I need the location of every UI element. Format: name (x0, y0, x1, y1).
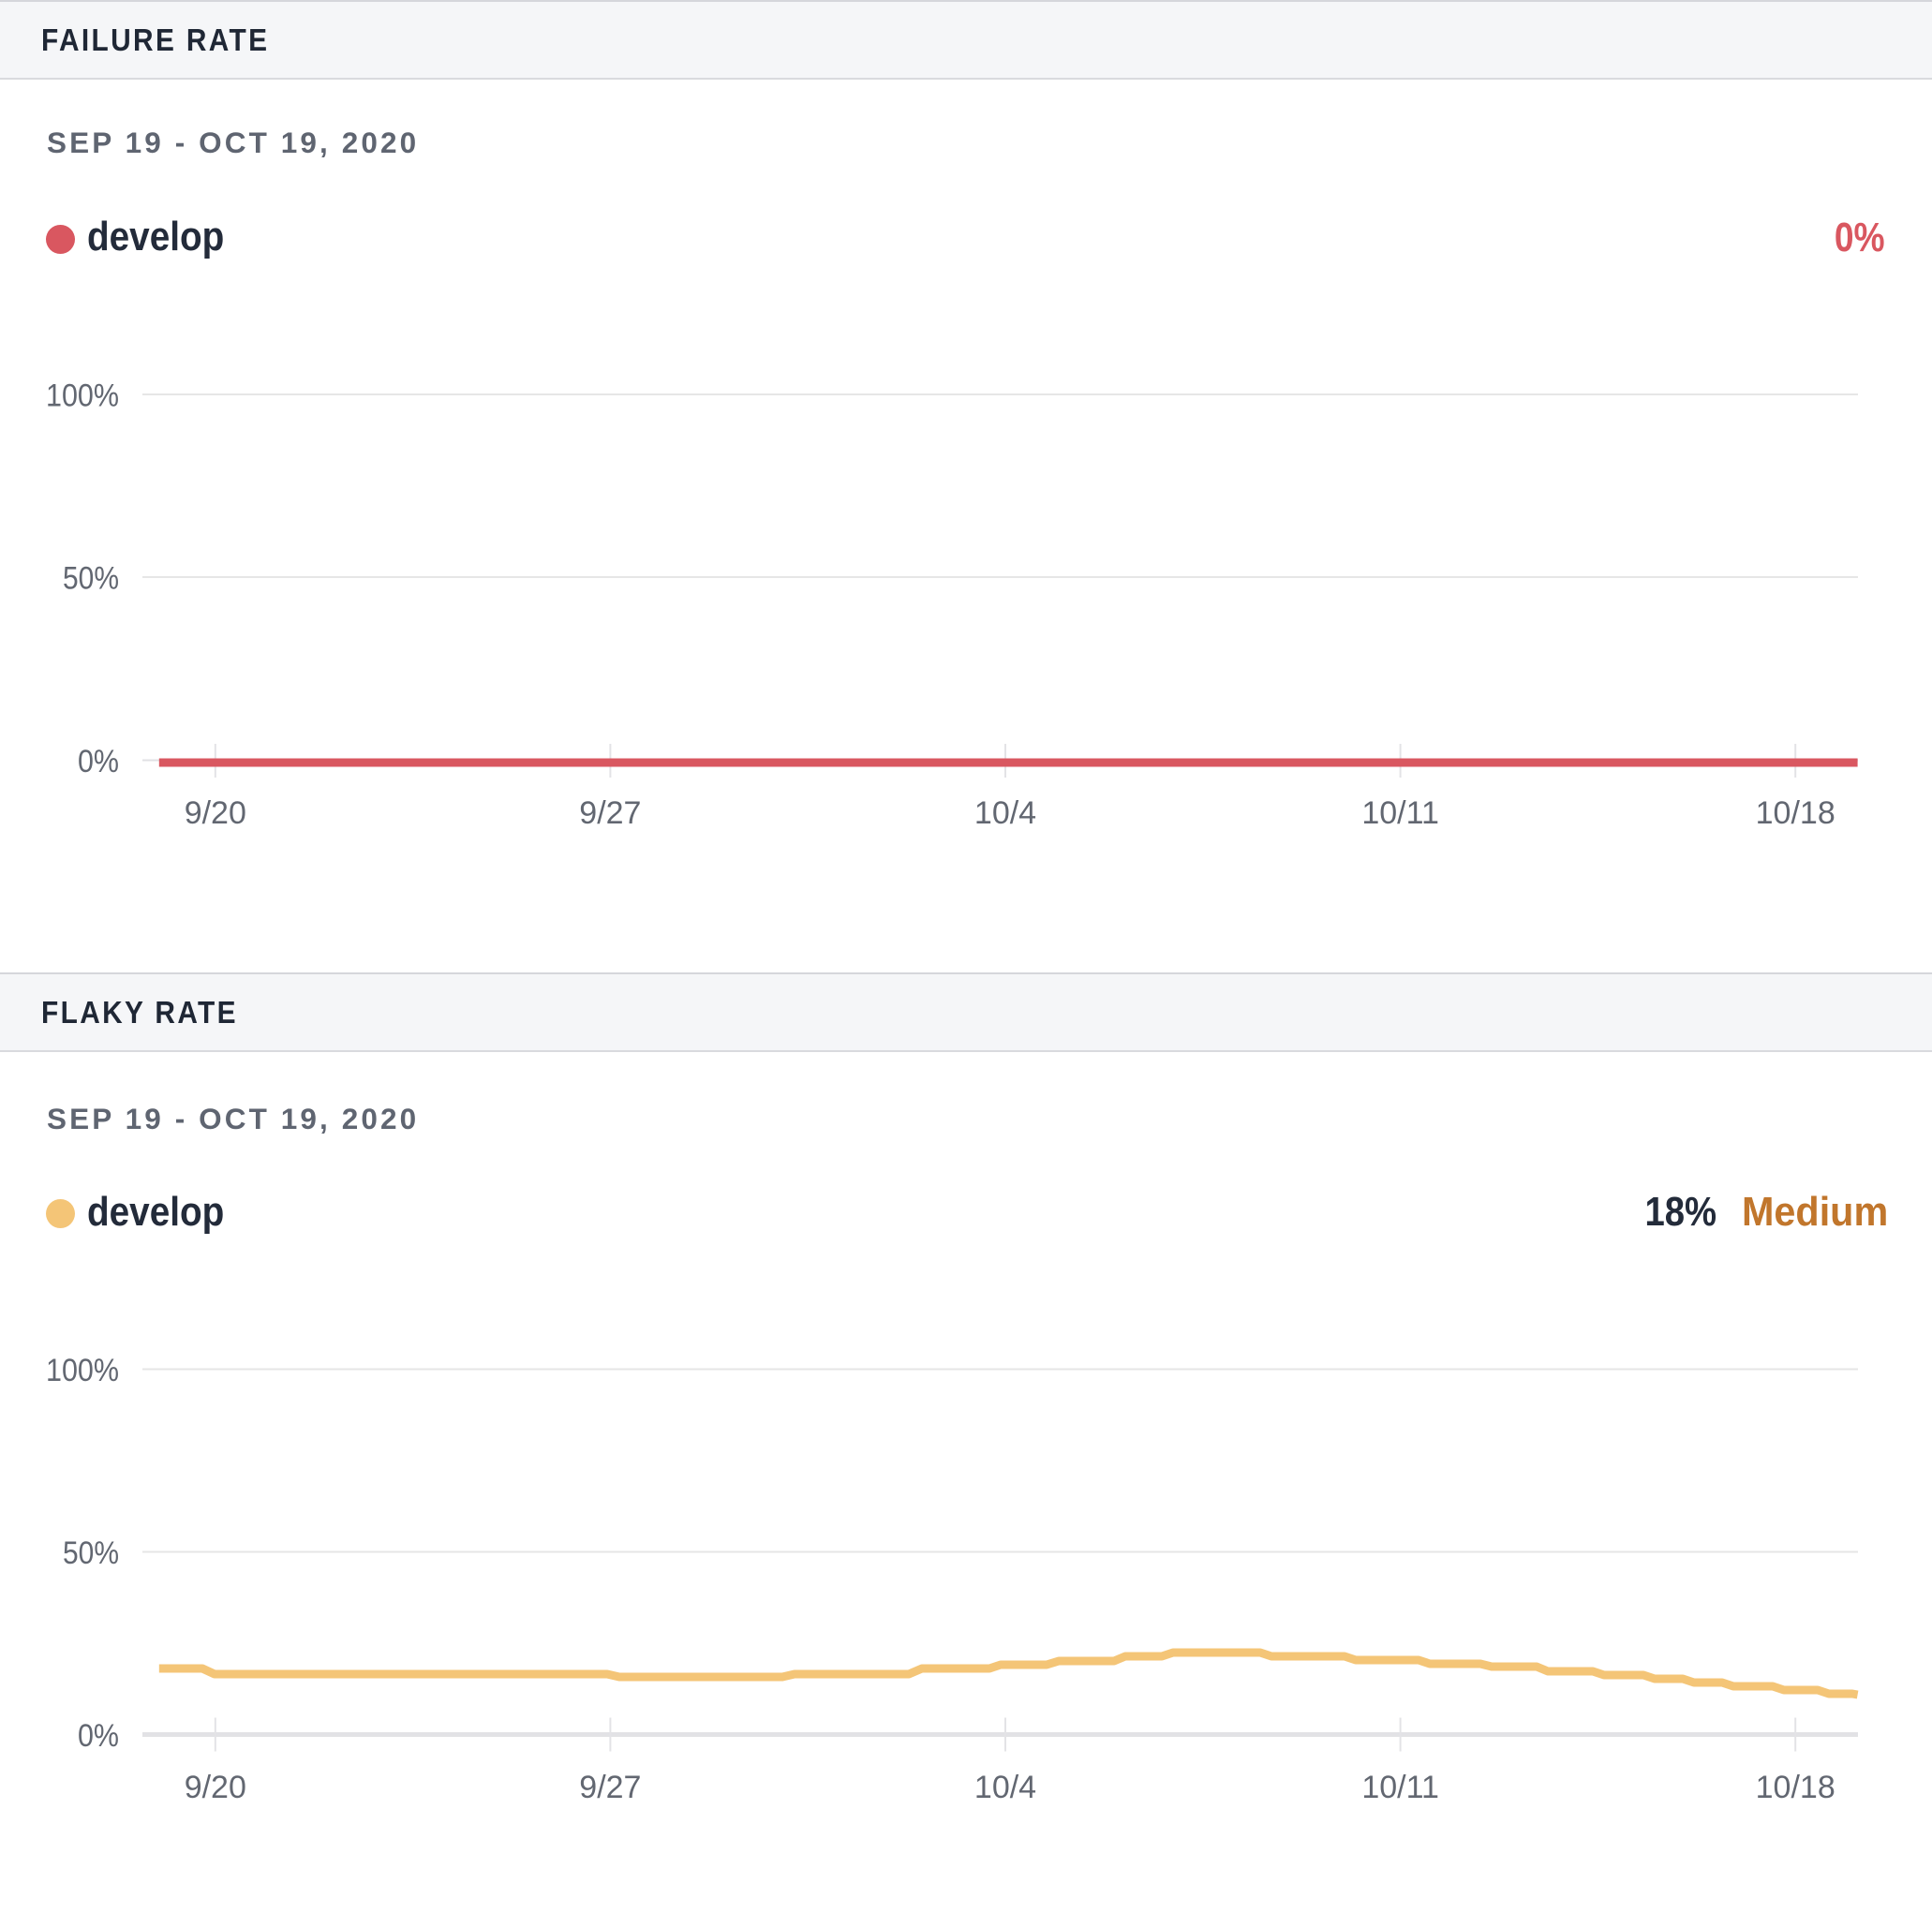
svg-text:10/4: 10/4 (974, 1770, 1036, 1805)
svg-text:100%: 100% (46, 1353, 119, 1388)
svg-text:10/4: 10/4 (974, 795, 1036, 831)
svg-text:0%: 0% (78, 1718, 119, 1754)
svg-text:100%: 100% (46, 378, 119, 413)
svg-text:10/18: 10/18 (1756, 1770, 1835, 1805)
svg-text:9/27: 9/27 (579, 1770, 641, 1805)
svg-text:9/27: 9/27 (579, 795, 641, 831)
svg-text:10/11: 10/11 (1361, 1770, 1439, 1805)
svg-text:9/20: 9/20 (185, 795, 246, 831)
svg-text:10/18: 10/18 (1756, 795, 1835, 831)
svg-text:10/11: 10/11 (1361, 795, 1439, 831)
svg-text:50%: 50% (63, 1535, 119, 1571)
svg-text:50%: 50% (63, 560, 119, 596)
svg-text:0%: 0% (78, 744, 119, 779)
svg-text:9/20: 9/20 (185, 1770, 246, 1805)
